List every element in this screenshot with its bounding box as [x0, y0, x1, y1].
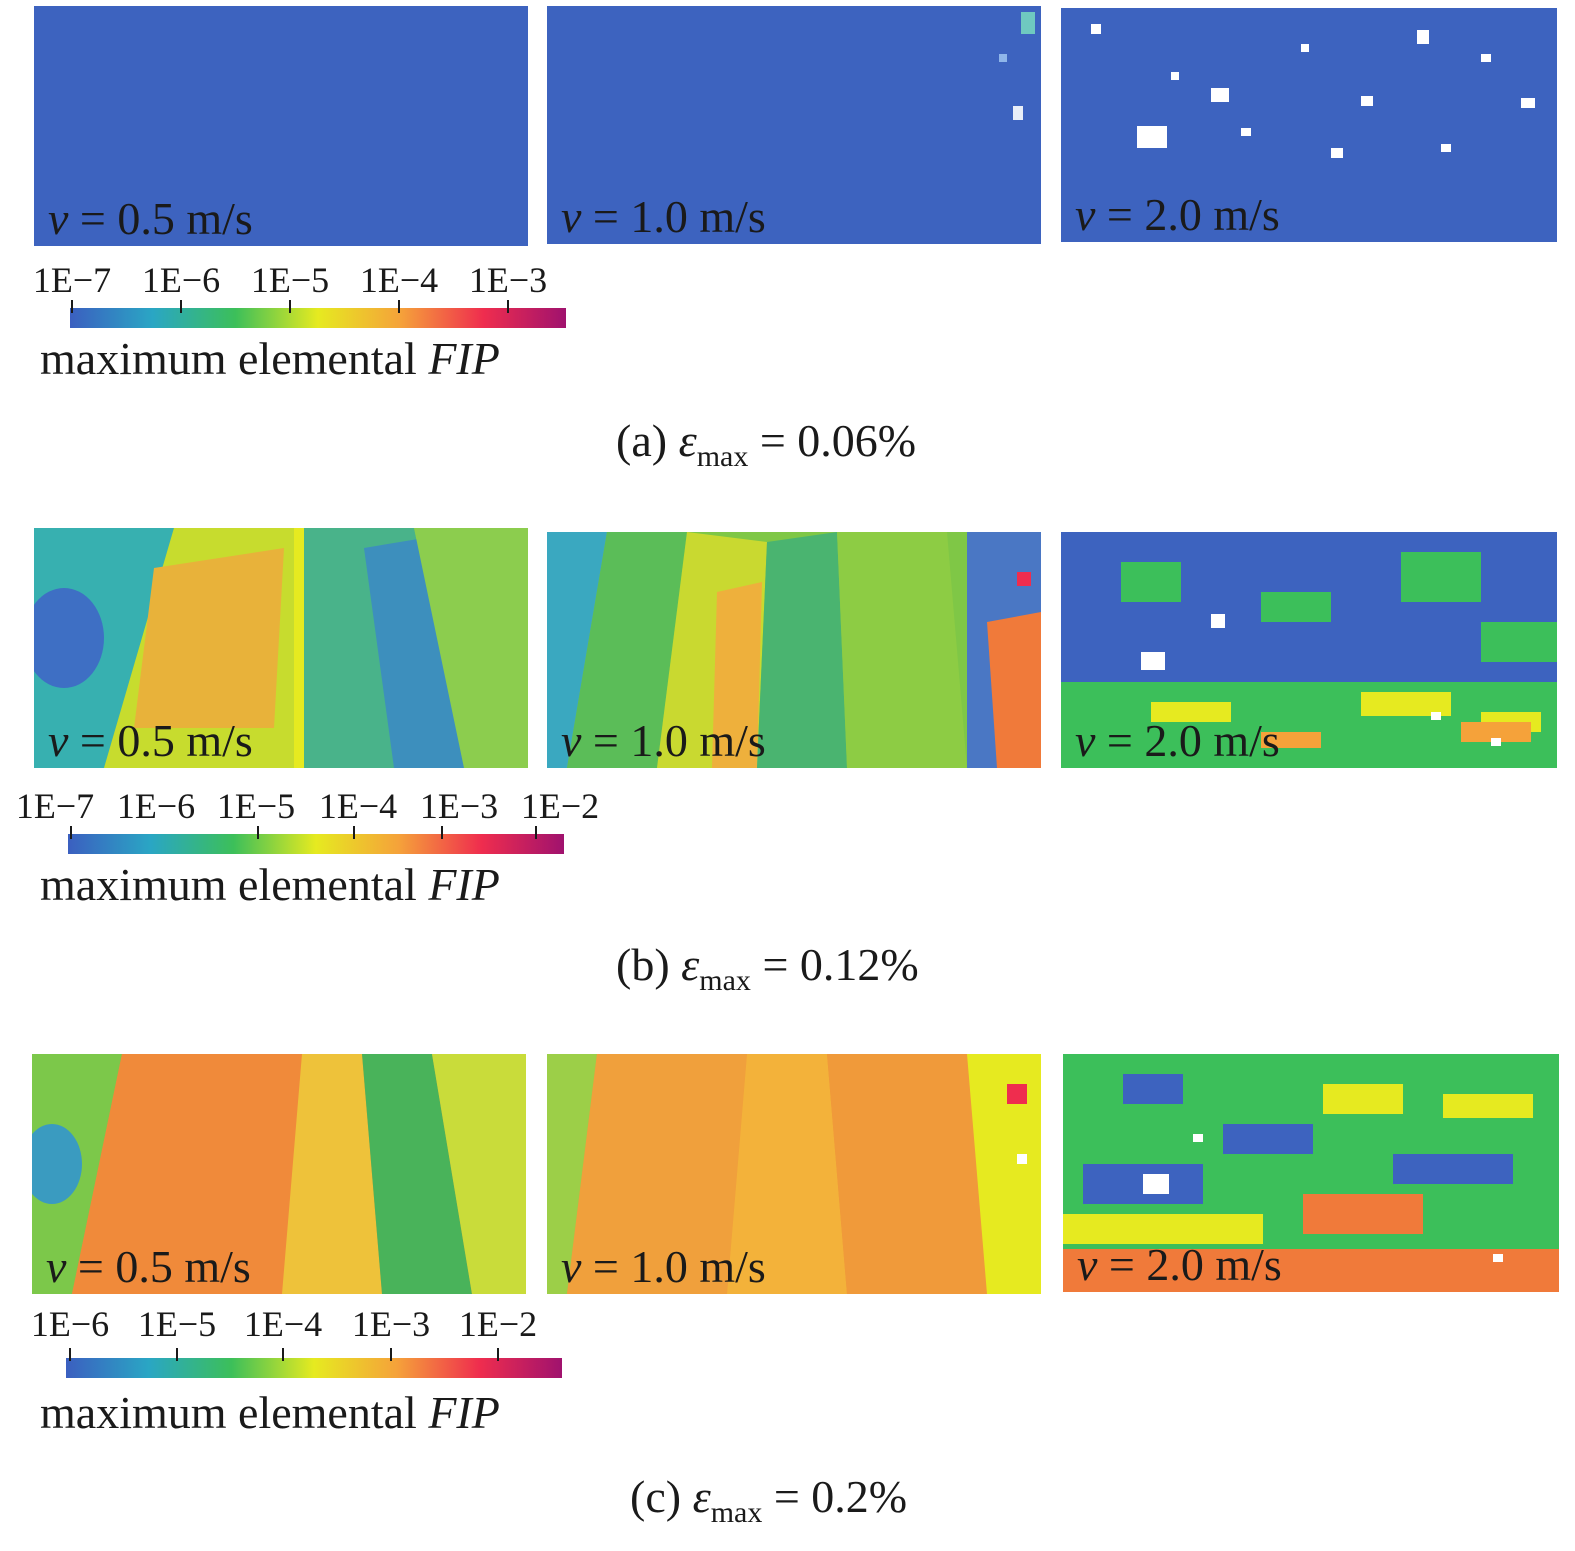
panel-label: v = 2.0 m/s	[1077, 1239, 1282, 1290]
colorbar-title: maximum elemental FIP	[40, 1387, 500, 1438]
caption-c: (c) εmax = 0.2%	[630, 1471, 908, 1529]
colorbar-tick	[441, 826, 443, 839]
colorbar-tick	[176, 1348, 178, 1361]
contour-map	[1061, 532, 1557, 768]
colorbar-tick-label: 1E−3	[419, 786, 499, 826]
contour-panel-c-1: v = 0.5 m/s	[32, 1054, 526, 1294]
colorbar-title: maximum elemental FIP	[40, 859, 500, 910]
colorbar-gradient	[68, 834, 564, 854]
colorbar-tick-label: 1E−2	[520, 786, 600, 826]
colorbar-gradient	[70, 308, 566, 328]
panel-label: v = 2.0 m/s	[1075, 715, 1280, 766]
colorbar-tick	[353, 826, 355, 839]
panel-label: v = 1.0 m/s	[561, 191, 766, 242]
contour-panel-c-3: v = 2.0 m/s	[1063, 1054, 1559, 1292]
contour-map	[1061, 8, 1557, 242]
colorbar-tick	[282, 1348, 284, 1361]
contour-panel-b-2: v = 1.0 m/s	[547, 532, 1041, 768]
panel-label: v = 2.0 m/s	[1075, 189, 1280, 240]
colorbar-tick	[257, 826, 259, 839]
colorbar-tick	[71, 300, 73, 313]
colorbar-tick-label: 1E−4	[243, 1304, 323, 1344]
colorbar-tick	[497, 1348, 499, 1361]
colorbar-tick	[289, 300, 291, 313]
colorbar-title: maximum elemental FIP	[40, 333, 500, 384]
colorbar-gradient	[66, 1358, 562, 1378]
colorbar-tick-label: 1E−2	[458, 1304, 538, 1344]
colorbar-tick-label: 1E−4	[318, 786, 398, 826]
panel-label: v = 0.5 m/s	[48, 715, 253, 766]
panel-label: v = 0.5 m/s	[48, 193, 253, 244]
colorbar-tick-label: 1E−6	[30, 1304, 110, 1344]
contour-map	[34, 6, 528, 246]
colorbar-tick-label: 1E−6	[141, 260, 221, 300]
colorbar-tick	[180, 300, 182, 313]
contour-map	[1063, 1054, 1559, 1292]
colorbar-tick-label: 1E−7	[32, 260, 112, 300]
colorbar-tick-label: 1E−7	[15, 786, 95, 826]
panel-label: v = 0.5 m/s	[46, 1241, 251, 1292]
colorbar-tick	[398, 300, 400, 313]
contour-panel-a-1: v = 0.5 m/s	[34, 6, 528, 246]
colorbar-tick-label: 1E−5	[216, 786, 296, 826]
contour-map	[547, 6, 1041, 244]
contour-panel-b-3: v = 2.0 m/s	[1061, 532, 1557, 768]
panel-label: v = 1.0 m/s	[561, 1241, 766, 1292]
colorbar-tick-label: 1E−5	[137, 1304, 217, 1344]
colorbar-tick	[507, 300, 509, 313]
contour-panel-b-1: v = 0.5 m/s	[34, 528, 528, 768]
colorbar-tick	[535, 826, 537, 839]
contour-map	[547, 1054, 1041, 1294]
colorbar-tick	[70, 826, 72, 839]
colorbar-tick-label: 1E−3	[351, 1304, 431, 1344]
contour-panel-a-2: v = 1.0 m/s	[547, 6, 1041, 244]
caption-a: (a) εmax = 0.06%	[616, 415, 917, 473]
colorbar-tick-label: 1E−5	[250, 260, 330, 300]
contour-map	[34, 528, 528, 768]
panel-label: v = 1.0 m/s	[561, 715, 766, 766]
colorbar-tick-label: 1E−4	[359, 260, 439, 300]
colorbar-tick-label: 1E−6	[116, 786, 196, 826]
contour-map	[32, 1054, 526, 1294]
colorbar-a: 1E−7 1E−6 1E−5 1E−4 1E−3 maximum element…	[0, 260, 600, 390]
contour-panel-a-3: v = 2.0 m/s	[1061, 8, 1557, 242]
contour-panel-c-2: v = 1.0 m/s	[547, 1054, 1041, 1294]
contour-map	[547, 532, 1041, 768]
colorbar-tick-label: 1E−3	[468, 260, 548, 300]
colorbar-tick	[390, 1348, 392, 1361]
caption-b: (b) εmax = 0.12%	[616, 939, 919, 997]
colorbar-c: 1E−6 1E−5 1E−4 1E−3 1E−2 maximum element…	[0, 1304, 600, 1444]
colorbar-tick	[69, 1348, 71, 1361]
colorbar-b: 1E−7 1E−6 1E−5 1E−4 1E−3 1E−2 maximum el…	[0, 786, 620, 916]
